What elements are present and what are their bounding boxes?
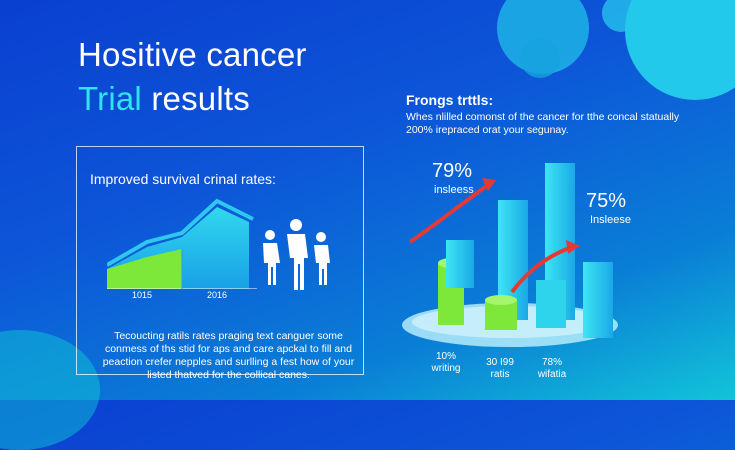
title-accent-word: Trial	[78, 80, 142, 117]
bar-top	[485, 295, 517, 305]
stat-value: 75%	[586, 190, 627, 212]
stat-label: insleess	[434, 184, 474, 196]
arrow-head	[566, 240, 580, 254]
category-name: ratis	[490, 369, 510, 380]
category-name: wifatia	[537, 369, 567, 380]
survival-line	[107, 198, 254, 267]
findings-subtitle: Whes nlilled comonst of the cancer for t…	[406, 111, 680, 136]
trend-arrow-red	[510, 245, 573, 294]
year-label: 1015	[132, 290, 153, 300]
findings-title: Frongs trttls:	[406, 92, 494, 108]
category-value: 78%	[541, 357, 562, 368]
page-title-line1: Hositive cancer	[78, 36, 307, 73]
decor-bubble	[520, 38, 560, 78]
arrow-head	[482, 178, 496, 191]
bar	[583, 262, 613, 338]
stat-value: 79%	[432, 160, 473, 182]
category-value: 10%	[435, 351, 456, 362]
results-bar-chart	[402, 163, 618, 347]
panel-description: Tecoucting ratils rates praging text can…	[102, 330, 355, 381]
category-label: 78% wifatia	[530, 357, 574, 381]
year-label: 2016	[207, 290, 228, 300]
decor-bubble	[625, 0, 735, 100]
bar	[446, 240, 474, 288]
category-value: 30 I99	[486, 357, 514, 368]
page-title-line2: Trial results	[78, 80, 250, 118]
panel-title: Improved survival crinal rates:	[90, 171, 276, 187]
title-rest: results	[141, 80, 250, 117]
category-name: writing	[431, 363, 461, 374]
trend-arrow-red	[408, 183, 490, 244]
survival-panel: Improved survival crinal rates: 1015 201…	[76, 146, 364, 375]
category-label: 30 I99 ratis	[478, 357, 522, 381]
category-label: 10% writing	[424, 351, 468, 375]
survival-area-green	[107, 249, 182, 289]
survival-area-chart	[107, 198, 257, 289]
bar	[536, 280, 566, 328]
family-icon	[263, 219, 330, 290]
stat-label: Insleese	[590, 214, 631, 226]
